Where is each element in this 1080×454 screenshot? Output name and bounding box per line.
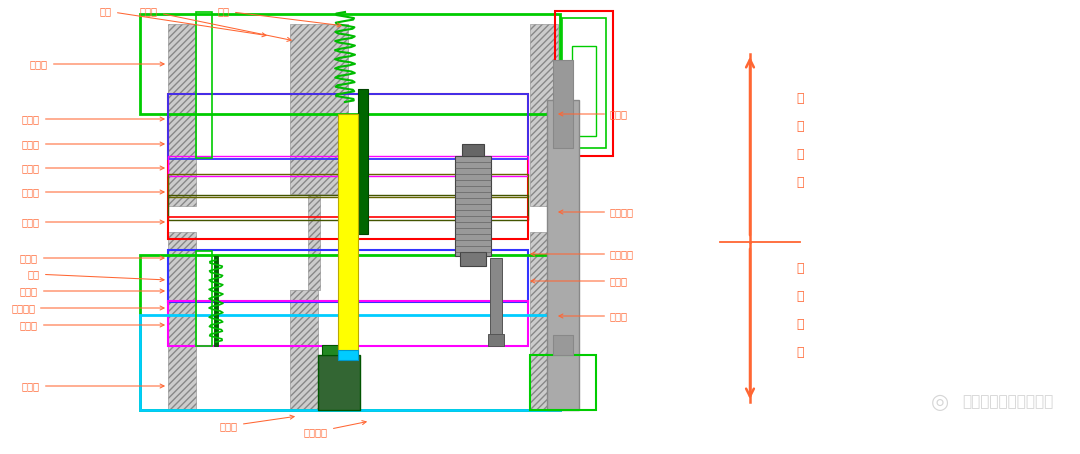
Bar bbox=[168, 94, 528, 239]
Text: 上夹板: 上夹板 bbox=[22, 163, 164, 173]
Bar bbox=[168, 301, 528, 346]
Text: 下: 下 bbox=[796, 262, 804, 276]
Bar bbox=[357, 89, 368, 234]
Bar bbox=[308, 194, 320, 290]
Bar bbox=[195, 251, 212, 346]
Bar bbox=[168, 94, 528, 159]
Text: 打杆: 打杆 bbox=[100, 6, 266, 37]
Text: 上: 上 bbox=[796, 93, 804, 105]
Text: 上垫板: 上垫板 bbox=[22, 139, 164, 149]
Bar bbox=[555, 11, 613, 156]
Text: 下垫板: 下垫板 bbox=[21, 320, 164, 330]
Text: 主导套: 主导套 bbox=[559, 109, 627, 119]
Text: 下模座: 下模座 bbox=[22, 381, 164, 391]
Text: 模: 模 bbox=[796, 120, 804, 133]
Bar bbox=[530, 232, 558, 410]
Bar bbox=[338, 350, 357, 360]
Text: 分: 分 bbox=[796, 177, 804, 189]
Bar bbox=[195, 12, 212, 158]
Bar bbox=[140, 315, 561, 410]
Bar bbox=[291, 24, 348, 194]
Bar bbox=[140, 14, 561, 114]
Text: 外脱板: 外脱板 bbox=[21, 253, 164, 263]
Bar bbox=[490, 258, 502, 336]
Text: 凸四模: 凸四模 bbox=[220, 415, 294, 431]
Bar bbox=[168, 250, 528, 302]
Text: 传力板: 传力板 bbox=[140, 6, 292, 41]
Bar bbox=[455, 156, 491, 256]
Bar bbox=[168, 217, 528, 239]
Bar bbox=[338, 114, 357, 354]
Text: 上模座: 上模座 bbox=[30, 59, 164, 69]
Bar bbox=[462, 144, 484, 156]
Bar bbox=[168, 156, 528, 176]
Bar bbox=[488, 334, 504, 346]
Text: 五金冲压模具设计资料: 五金冲压模具设计资料 bbox=[962, 395, 1054, 410]
Text: 导料梢: 导料梢 bbox=[531, 276, 627, 286]
Text: 弹簧: 弹簧 bbox=[28, 269, 164, 281]
Text: 止付弹簧: 止付弹簧 bbox=[303, 420, 366, 437]
Text: ◎: ◎ bbox=[931, 392, 949, 412]
Text: 上母模: 上母模 bbox=[22, 187, 164, 197]
Text: 模: 模 bbox=[796, 291, 804, 304]
Text: 加高板: 加高板 bbox=[22, 114, 164, 124]
Bar bbox=[572, 46, 596, 136]
Bar bbox=[168, 195, 528, 220]
Text: 等高套筒: 等高套筒 bbox=[11, 303, 164, 313]
Bar bbox=[140, 255, 561, 410]
Text: 分: 分 bbox=[796, 346, 804, 360]
Text: 部: 部 bbox=[796, 148, 804, 162]
Bar bbox=[168, 24, 195, 206]
Bar bbox=[562, 18, 606, 148]
Bar bbox=[214, 256, 218, 346]
Bar bbox=[530, 24, 558, 206]
Bar bbox=[322, 345, 356, 355]
Text: 部: 部 bbox=[796, 319, 804, 331]
Bar bbox=[291, 290, 318, 410]
Text: 弹簧: 弹簧 bbox=[218, 6, 341, 27]
Text: 辅助导柱: 辅助导柱 bbox=[531, 249, 634, 259]
Bar bbox=[553, 335, 573, 355]
Bar bbox=[168, 232, 195, 410]
Text: 下夹板: 下夹板 bbox=[21, 286, 164, 296]
Text: 主导柱: 主导柱 bbox=[559, 311, 627, 321]
Bar bbox=[530, 355, 596, 410]
Text: 等高套筒: 等高套筒 bbox=[559, 207, 634, 217]
Bar bbox=[460, 252, 486, 266]
Bar bbox=[546, 100, 579, 410]
Bar bbox=[168, 174, 528, 197]
Bar bbox=[318, 355, 360, 410]
Text: 内脱板: 内脱板 bbox=[22, 217, 164, 227]
Bar bbox=[553, 60, 573, 148]
